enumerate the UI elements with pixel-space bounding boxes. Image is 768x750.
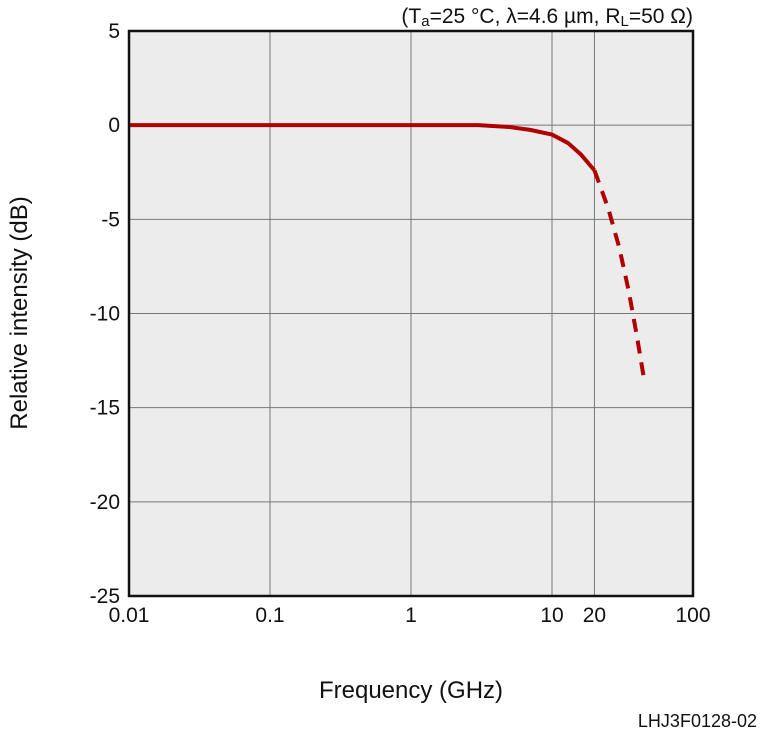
x-tick-label-2: 1 bbox=[405, 604, 417, 627]
x-tick-labels: 0.01 0.1 1 10 20 100 bbox=[109, 604, 711, 627]
measurement-conditions: (Ta=25 °C, λ=4.6 µm, RL=50 Ω) bbox=[401, 5, 693, 30]
y-tick-label-3: -10 bbox=[90, 303, 120, 326]
y-axis-label: Relative intensity (dB) bbox=[6, 196, 33, 429]
x-tick-label-4: 20 bbox=[583, 604, 606, 627]
figure-code: LHJ3F0128-02 bbox=[638, 711, 757, 731]
series-line-dashed bbox=[592, 169, 647, 380]
y-tick-label-2: -5 bbox=[101, 208, 120, 231]
x-axis-label: Frequency (GHz) bbox=[319, 677, 503, 704]
y-tick-labels: 5 0 -5 -10 -15 -20 -25 bbox=[90, 20, 120, 608]
x-tick-label-5: 100 bbox=[675, 604, 710, 627]
y-tick-label-5: -20 bbox=[90, 491, 120, 514]
series-line-solid bbox=[129, 123, 596, 172]
y-tick-label-0: 5 bbox=[108, 20, 120, 43]
plot-frame bbox=[127, 29, 695, 598]
x-tick-label-0: 0.01 bbox=[109, 604, 150, 627]
y-tick-label-6: -25 bbox=[90, 585, 120, 608]
y-tick-label-4: -15 bbox=[90, 397, 120, 420]
data-lines bbox=[129, 123, 647, 380]
x-tick-label-3: 10 bbox=[540, 604, 563, 627]
y-tick-label-1: 0 bbox=[108, 114, 120, 137]
x-tick-label-1: 0.1 bbox=[255, 604, 284, 627]
